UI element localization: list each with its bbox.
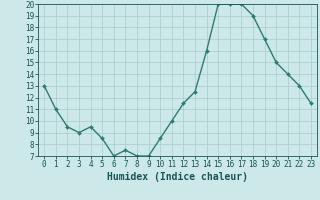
X-axis label: Humidex (Indice chaleur): Humidex (Indice chaleur) bbox=[107, 172, 248, 182]
